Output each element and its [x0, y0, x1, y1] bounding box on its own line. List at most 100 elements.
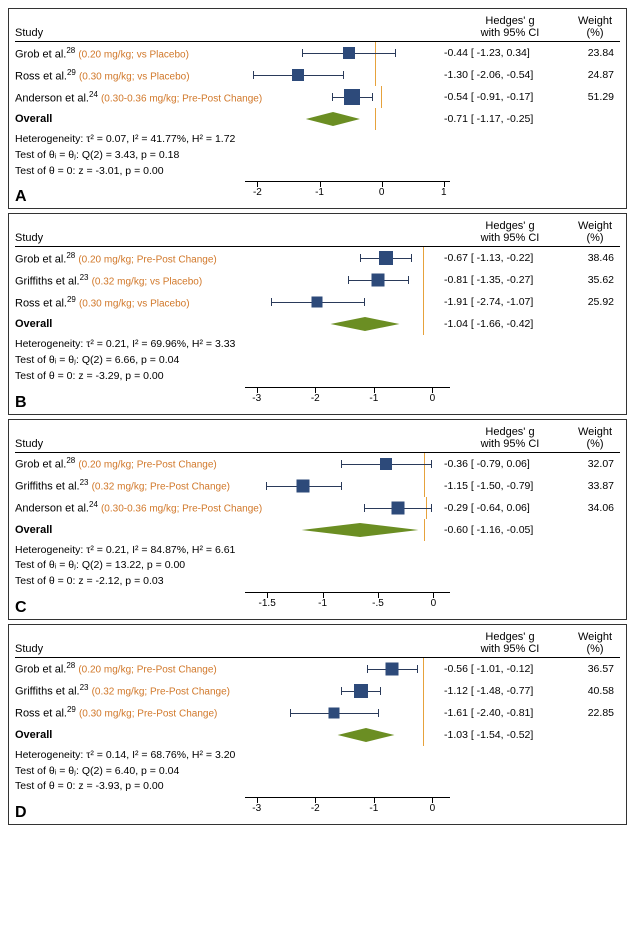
plot-cell	[245, 680, 440, 702]
point-marker	[386, 662, 399, 675]
axis-row: -2 -1 0 1	[15, 179, 620, 206]
overall-diamond	[302, 523, 419, 537]
ci-cap	[380, 687, 381, 695]
study-row: Ross et al.29 (0.30 mg/kg; vs Placebo)-1…	[15, 64, 620, 86]
tick-label: -1.5	[259, 598, 276, 609]
tick-label: -1	[318, 598, 327, 609]
ci-cap	[367, 665, 368, 673]
overall-plot-cell	[245, 313, 440, 335]
col-wt-header: Weight(%)	[570, 15, 620, 39]
heterogeneity-text: Heterogeneity: τ² = 0.07, I² = 41.77%, H…	[15, 132, 620, 179]
weight-cell: 51.29	[564, 91, 620, 103]
estimate-cell: -0.81 [ -1.35, -0.27]	[440, 274, 564, 286]
panel-body: Grob et al.28 (0.20 mg/kg; Pre-Post Chan…	[15, 658, 620, 746]
x-axis: -2 -1 0 1	[245, 181, 450, 206]
ci-cap	[332, 93, 333, 101]
ci-cap	[271, 298, 272, 306]
panel-body: Grob et al.28 (0.20 mg/kg; Pre-Post Chan…	[15, 247, 620, 335]
panel-letter: B	[15, 394, 27, 412]
weight-cell: 25.92	[564, 296, 620, 308]
overall-estimate: -1.03 [ -1.54, -0.52]	[440, 729, 564, 741]
plot-cell	[262, 86, 440, 108]
ci-cap	[378, 709, 379, 717]
estimate-cell: -0.29 [ -0.64, 0.06]	[440, 502, 564, 514]
col-study-header: Study	[15, 438, 245, 450]
plot-cell	[245, 291, 440, 313]
ci-cap	[343, 71, 344, 79]
overall-row: Overall-1.04 [ -1.66, -0.42]	[15, 313, 620, 335]
estimate-cell: -1.91 [ -2.74, -1.07]	[440, 296, 564, 308]
plot-cell	[245, 702, 440, 724]
weight-cell: 34.06	[564, 502, 620, 514]
panel-letter: C	[15, 599, 27, 617]
plot-cell	[245, 269, 440, 291]
weight-cell: 35.62	[564, 274, 620, 286]
point-marker	[380, 458, 392, 470]
axis-row: -3-2-10	[15, 795, 620, 822]
header-row: StudyHedges' gwith 95% CIWeight(%)	[15, 220, 620, 247]
study-row: Anderson et al.24 (0.30-0.36 mg/kg; Pre-…	[15, 86, 620, 108]
overall-estimate: -0.60 [ -1.16, -0.05]	[440, 524, 564, 536]
estimate-cell: -1.15 [ -1.50, -0.79]	[440, 480, 564, 492]
x-axis: -3-2-10	[245, 387, 450, 412]
tick-label: 0	[431, 598, 437, 609]
ci-cap	[253, 71, 254, 79]
overall-plot-cell	[245, 108, 440, 130]
x-axis: -1.5 -1 -.5 0	[245, 592, 450, 617]
overall-label: Overall	[15, 729, 245, 741]
panel-letter: D	[15, 804, 27, 822]
overall-plot-cell	[245, 724, 440, 746]
zero-line	[375, 108, 376, 130]
panel-body: Grob et al.28 (0.20 mg/kg; vs Placebo)-0…	[15, 42, 620, 130]
ci-cap	[360, 254, 361, 262]
point-marker	[328, 707, 339, 718]
study-label: Ross et al.29 (0.30 mg/kg; vs Placebo)	[15, 68, 245, 83]
x-axis: -3-2-10	[245, 797, 450, 822]
forest-panel-D: StudyHedges' gwith 95% CIWeight(%)Grob e…	[8, 624, 627, 825]
point-marker	[292, 69, 304, 81]
zero-line	[423, 680, 424, 702]
study-row: Ross et al.29 (0.30 mg/kg; vs Placebo) -1…	[15, 291, 620, 313]
col-est-header: Hedges' gwith 95% CI	[450, 426, 570, 450]
ci-cap	[395, 49, 396, 57]
tick-label: -1	[315, 187, 324, 198]
ci-cap	[341, 482, 342, 490]
zero-line	[423, 247, 424, 269]
study-row: Grob et al.28 (0.20 mg/kg; Pre-Post Chan…	[15, 247, 620, 269]
tick-label: -1	[369, 393, 378, 404]
tick-label: -.5	[372, 598, 384, 609]
plot-cell	[262, 497, 440, 519]
tick-label: 0	[430, 803, 436, 814]
study-label: Ross et al.29 (0.30 mg/kg; vs Placebo)	[15, 295, 245, 310]
study-row: Griffiths et al.23 (0.32 mg/kg; Pre-Post…	[15, 475, 620, 497]
study-label: Grob et al.28 (0.20 mg/kg; Pre-Post Chan…	[15, 661, 245, 676]
estimate-cell: -1.61 [ -2.40, -0.81]	[440, 707, 564, 719]
overall-plot-cell	[245, 519, 440, 541]
overall-estimate: -0.71 [ -1.17, -0.25]	[440, 113, 564, 125]
col-study-header: Study	[15, 232, 245, 244]
overall-label: Overall	[15, 113, 245, 125]
estimate-cell: -0.36 [ -0.79, 0.06]	[440, 458, 564, 470]
col-wt-header: Weight(%)	[570, 426, 620, 450]
tick-label: 1	[441, 187, 447, 198]
ci-cap	[364, 298, 365, 306]
study-label: Griffiths et al.23 (0.32 mg/kg; vs Place…	[15, 273, 245, 288]
tick-label: 0	[379, 187, 385, 198]
plot-cell	[245, 247, 440, 269]
study-label: Griffiths et al.23 (0.32 mg/kg; Pre-Post…	[15, 683, 245, 698]
ci-cap	[431, 504, 432, 512]
study-row: Anderson et al.24 (0.30-0.36 mg/kg; Pre-…	[15, 497, 620, 519]
header-row: StudyHedges' gwith 95% CIWeight(%)	[15, 15, 620, 42]
col-est-header: Hedges' gwith 95% CI	[450, 631, 570, 655]
point-marker	[379, 251, 393, 265]
ci-cap	[290, 709, 291, 717]
ci-cap	[348, 276, 349, 284]
tick-label: -2	[253, 187, 262, 198]
axis-row: -3-2-10	[15, 385, 620, 412]
panel-body: Grob et al.28 (0.20 mg/kg; Pre-Post Chan…	[15, 453, 620, 541]
estimate-cell: -0.44 [ -1.23, 0.34]	[440, 47, 564, 59]
estimate-cell: -0.56 [ -1.01, -0.12]	[440, 663, 564, 675]
forest-panel-B: StudyHedges' gwith 95% CIWeight(%)Grob e…	[8, 213, 627, 414]
overall-row: Overall -1.03 [ -1.54, -0.52]	[15, 724, 620, 746]
point-marker	[344, 89, 360, 105]
